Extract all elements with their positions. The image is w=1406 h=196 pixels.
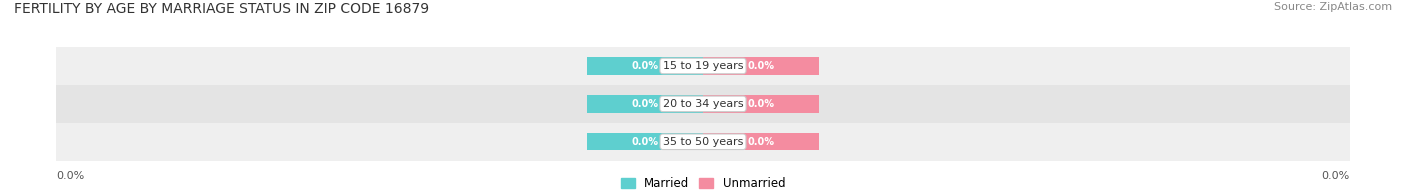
Bar	[703, 95, 820, 113]
Text: 0.0%: 0.0%	[748, 61, 775, 71]
Text: Source: ZipAtlas.com: Source: ZipAtlas.com	[1274, 2, 1392, 12]
Text: 15 to 19 years: 15 to 19 years	[662, 61, 744, 71]
Legend: Married, Unmarried: Married, Unmarried	[620, 177, 786, 190]
Text: 0.0%: 0.0%	[56, 171, 84, 181]
Bar	[56, 85, 1350, 123]
Text: 20 to 34 years: 20 to 34 years	[662, 99, 744, 109]
Text: 0.0%: 0.0%	[631, 137, 658, 147]
Text: 0.0%: 0.0%	[631, 99, 658, 109]
Text: 0.0%: 0.0%	[748, 99, 775, 109]
Bar	[56, 47, 1350, 85]
Text: 0.0%: 0.0%	[631, 61, 658, 71]
Bar	[586, 57, 703, 75]
Text: 0.0%: 0.0%	[748, 137, 775, 147]
Bar	[56, 123, 1350, 161]
Text: 0.0%: 0.0%	[1322, 171, 1350, 181]
Text: 35 to 50 years: 35 to 50 years	[662, 137, 744, 147]
Bar	[586, 95, 703, 113]
Bar	[703, 57, 820, 75]
Text: FERTILITY BY AGE BY MARRIAGE STATUS IN ZIP CODE 16879: FERTILITY BY AGE BY MARRIAGE STATUS IN Z…	[14, 2, 429, 16]
Bar	[703, 133, 820, 150]
Bar	[586, 133, 703, 150]
